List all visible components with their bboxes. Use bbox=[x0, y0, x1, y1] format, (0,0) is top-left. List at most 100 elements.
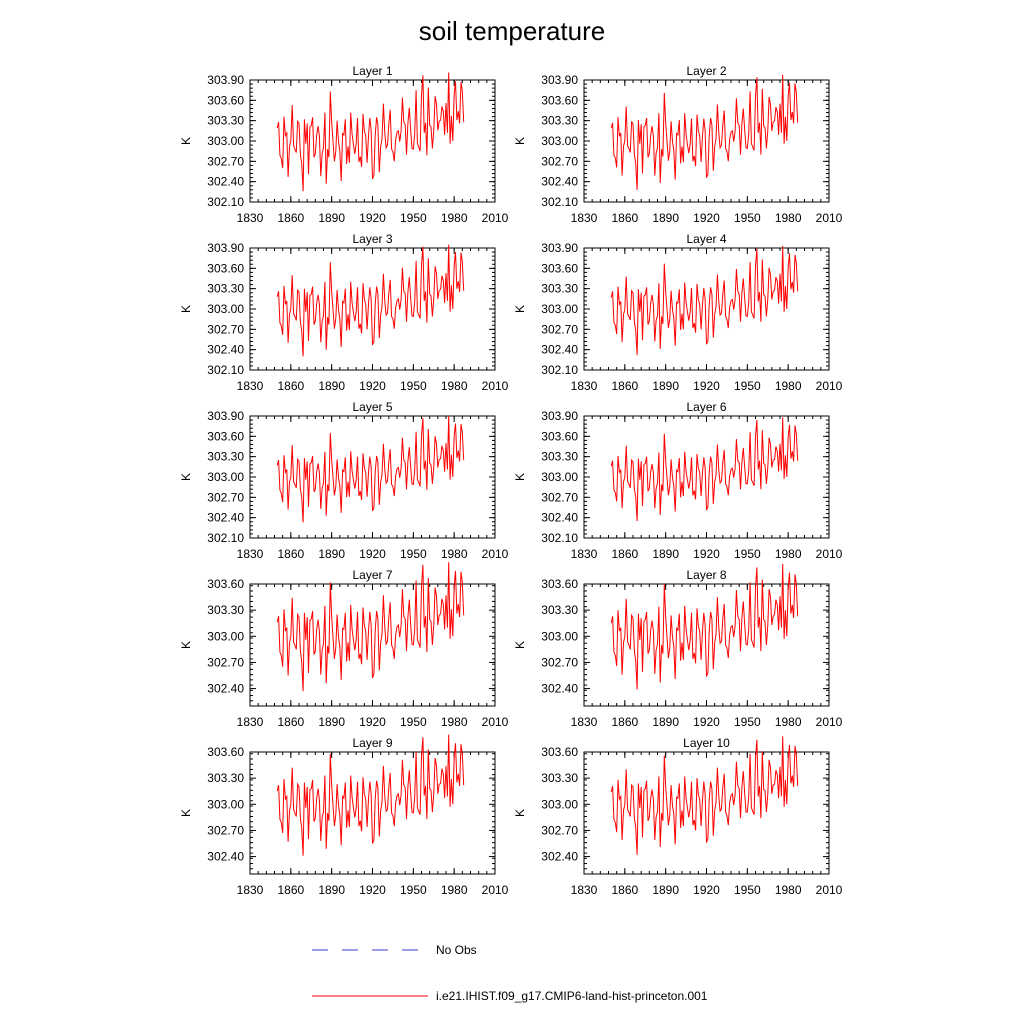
y-tick-label: 303.00 bbox=[541, 134, 578, 148]
x-tick-label: 2010 bbox=[482, 883, 509, 897]
y-tick-label: 303.60 bbox=[207, 577, 244, 591]
y-tick-label: 302.40 bbox=[207, 175, 244, 189]
y-axis-label: K bbox=[513, 473, 527, 481]
x-tick-label: 1890 bbox=[652, 715, 679, 729]
plot-frame bbox=[249, 583, 496, 707]
x-tick-label: 1920 bbox=[359, 211, 386, 225]
x-tick-label: 1980 bbox=[441, 547, 468, 561]
x-tick-label: 1830 bbox=[571, 715, 598, 729]
series-line-1 bbox=[610, 245, 799, 356]
x-tick-label: 1980 bbox=[441, 715, 468, 729]
x-tick-label: 1890 bbox=[318, 547, 345, 561]
panel-layer-3: Layer 3 K 302.10 302.40 302.70 303.00 303.30 30… bbox=[179, 232, 509, 393]
x-tick-label: 1920 bbox=[693, 379, 720, 393]
y-tick-label: 302.70 bbox=[541, 490, 578, 504]
y-tick-label: 302.40 bbox=[207, 682, 244, 696]
y-tick-label: 303.60 bbox=[541, 577, 578, 591]
x-tick-label: 1950 bbox=[400, 379, 427, 393]
x-tick-label: 1950 bbox=[734, 883, 761, 897]
x-tick-label: 2010 bbox=[816, 715, 843, 729]
panel-title: Layer 3 bbox=[352, 232, 392, 246]
x-tick-label: 2010 bbox=[482, 211, 509, 225]
panel-title: Layer 9 bbox=[352, 736, 392, 750]
plot-frame bbox=[249, 751, 496, 875]
x-tick-label: 1830 bbox=[571, 379, 598, 393]
y-tick-label: 303.00 bbox=[207, 629, 244, 643]
y-tick-label: 303.90 bbox=[541, 409, 578, 423]
y-tick-label: 303.00 bbox=[207, 797, 244, 811]
panel-title: Layer 6 bbox=[686, 400, 726, 414]
y-tick-label: 303.60 bbox=[207, 745, 244, 759]
panel-title: Layer 10 bbox=[683, 736, 730, 750]
y-tick-label: 303.60 bbox=[207, 93, 244, 107]
x-tick-label: 1920 bbox=[359, 379, 386, 393]
y-tick-label: 303.30 bbox=[207, 114, 244, 128]
y-tick-label: 302.40 bbox=[207, 850, 244, 864]
y-tick-label: 302.10 bbox=[207, 195, 244, 209]
y-tick-label: 303.30 bbox=[207, 282, 244, 296]
x-tick-label: 1890 bbox=[318, 883, 345, 897]
x-tick-label: 1920 bbox=[359, 883, 386, 897]
panel-layer-2: Layer 2 K 302.10 302.40 302.70 303.00 303.30 30… bbox=[513, 64, 843, 225]
x-tick-label: 1980 bbox=[441, 379, 468, 393]
y-tick-label: 302.40 bbox=[541, 175, 578, 189]
x-tick-label: 1950 bbox=[734, 211, 761, 225]
y-tick-label: 303.90 bbox=[541, 73, 578, 87]
y-axis-label: K bbox=[513, 305, 527, 313]
plot-frame bbox=[583, 583, 830, 707]
series-line-1 bbox=[610, 417, 799, 522]
y-tick-label: 303.60 bbox=[541, 429, 578, 443]
y-tick-label: 302.40 bbox=[207, 511, 244, 525]
y-tick-label: 303.30 bbox=[207, 771, 244, 785]
series-line-1 bbox=[276, 244, 465, 357]
panel-layer-7: Layer 7 K 302.40 302.70 303.00 303.30 303.60 18… bbox=[179, 562, 509, 729]
x-tick-label: 1860 bbox=[277, 715, 304, 729]
y-tick-label: 302.70 bbox=[207, 154, 244, 168]
y-tick-label: 303.00 bbox=[207, 134, 244, 148]
x-tick-label: 1980 bbox=[775, 715, 802, 729]
x-tick-label: 1950 bbox=[734, 547, 761, 561]
x-tick-label: 1830 bbox=[237, 883, 264, 897]
y-tick-label: 303.00 bbox=[541, 629, 578, 643]
panel-title: Layer 5 bbox=[352, 400, 392, 414]
y-tick-label: 302.70 bbox=[207, 655, 244, 669]
x-tick-label: 1890 bbox=[652, 883, 679, 897]
y-axis-label: K bbox=[513, 641, 527, 649]
y-tick-label: 303.00 bbox=[207, 302, 244, 316]
y-tick-label: 303.00 bbox=[541, 797, 578, 811]
x-tick-label: 2010 bbox=[816, 547, 843, 561]
y-tick-label: 303.30 bbox=[207, 603, 244, 617]
panel-layer-4: Layer 4 K 302.10 302.40 302.70 303.00 303.30 30… bbox=[513, 232, 843, 393]
y-tick-label: 302.70 bbox=[541, 154, 578, 168]
y-tick-label: 302.10 bbox=[207, 531, 244, 545]
x-tick-label: 1890 bbox=[318, 379, 345, 393]
series-line-1 bbox=[276, 562, 465, 692]
panel-layer-8: Layer 8 K 302.40 302.70 303.00 303.30 303.60 18… bbox=[513, 563, 843, 729]
series-line-1 bbox=[610, 736, 799, 855]
x-tick-label: 2010 bbox=[482, 715, 509, 729]
y-tick-label: 303.60 bbox=[207, 261, 244, 275]
y-axis-label: K bbox=[513, 809, 527, 817]
y-axis-label: K bbox=[179, 641, 193, 649]
legend-label-no-obs: No Obs bbox=[436, 943, 477, 957]
x-tick-label: 1980 bbox=[775, 211, 802, 225]
y-tick-label: 303.00 bbox=[541, 470, 578, 484]
series-line-1 bbox=[276, 415, 465, 523]
y-axis-label: K bbox=[179, 809, 193, 817]
x-tick-label: 1860 bbox=[277, 547, 304, 561]
y-tick-label: 302.70 bbox=[207, 322, 244, 336]
y-tick-label: 302.40 bbox=[541, 850, 578, 864]
x-tick-label: 1950 bbox=[734, 715, 761, 729]
x-tick-label: 2010 bbox=[816, 883, 843, 897]
y-tick-label: 303.90 bbox=[207, 73, 244, 87]
x-tick-label: 1920 bbox=[693, 883, 720, 897]
x-tick-label: 1920 bbox=[693, 211, 720, 225]
x-tick-label: 2010 bbox=[816, 211, 843, 225]
x-tick-label: 1950 bbox=[400, 211, 427, 225]
panel-title: Layer 7 bbox=[352, 568, 392, 582]
x-tick-label: 1890 bbox=[652, 547, 679, 561]
x-tick-label: 1830 bbox=[237, 547, 264, 561]
x-tick-label: 1860 bbox=[611, 211, 638, 225]
panel-title: Layer 2 bbox=[686, 64, 726, 78]
